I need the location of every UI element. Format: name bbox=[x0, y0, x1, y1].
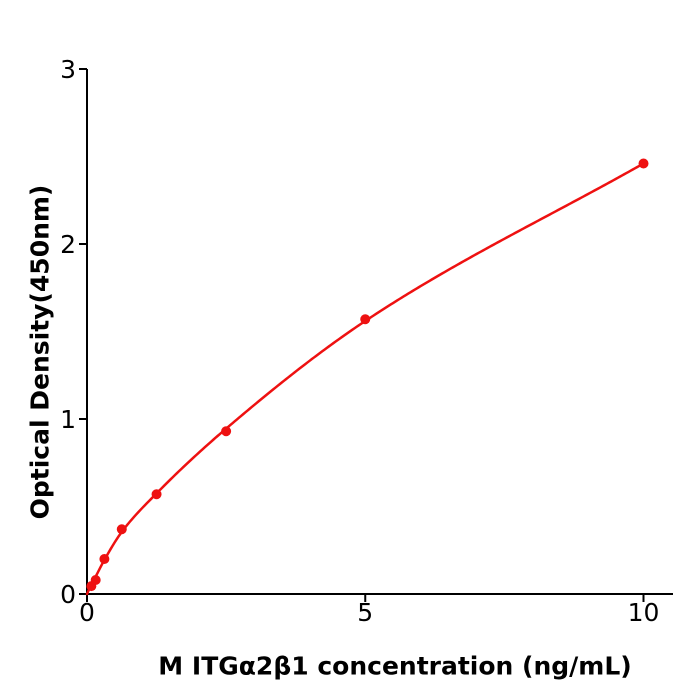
y-tick-label: 2 bbox=[60, 230, 76, 259]
x-tick-label: 5 bbox=[357, 598, 373, 627]
data-point bbox=[90, 575, 101, 585]
data-point bbox=[638, 158, 649, 169]
data-point bbox=[116, 524, 127, 535]
y-tick-label: 1 bbox=[60, 405, 76, 434]
y-axis-label: Optical Density(450nm) bbox=[25, 184, 55, 520]
y-tick-label: 0 bbox=[60, 580, 76, 609]
x-tick-label: 0 bbox=[79, 598, 95, 627]
y-tick-label: 3 bbox=[60, 55, 76, 84]
fit-curve bbox=[85, 162, 645, 596]
data-point bbox=[360, 314, 371, 325]
x-tick-label: 10 bbox=[628, 598, 660, 627]
data-point bbox=[221, 426, 232, 437]
data-point bbox=[151, 489, 162, 500]
data-point bbox=[99, 554, 110, 564]
x-axis-label: M ITGα2β1 concentration (ng/mL) bbox=[158, 651, 632, 681]
